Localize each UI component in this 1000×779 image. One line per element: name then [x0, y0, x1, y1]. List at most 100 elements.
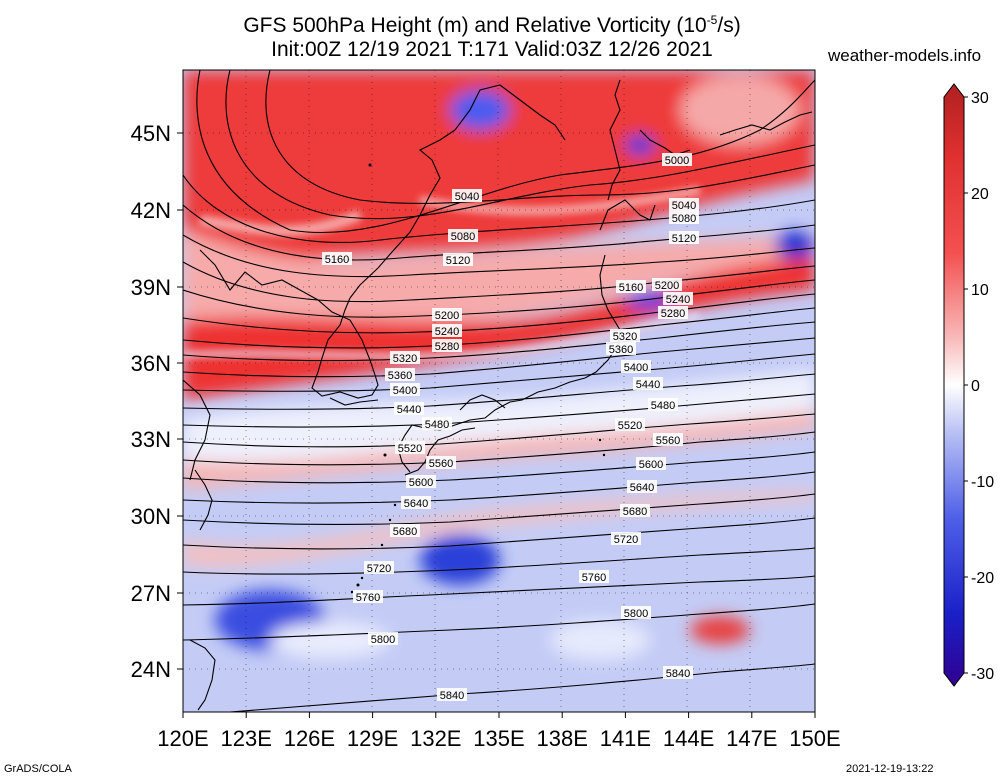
contour-label: 5480 — [422, 417, 452, 431]
contour-label-text: 5640 — [404, 498, 428, 510]
contour-label-text: 5360 — [388, 370, 412, 382]
contour-label-text: 5520 — [618, 420, 642, 432]
colorbar: 30 20 10 0 -10 -20 -30 — [943, 83, 994, 687]
x-tick-label: 129E — [347, 726, 398, 751]
contour-label-text: 5440 — [397, 404, 421, 416]
contour-label: 5040 — [452, 189, 482, 203]
y-tick-label: 39N — [131, 275, 171, 300]
contour-label-text: 5160 — [619, 282, 643, 294]
contour-label-text: 5800 — [624, 608, 648, 620]
contour-label: 5360 — [606, 342, 636, 356]
latitude-ticks: 45N 42N 39N 36N 33N 30N 27N 24N — [131, 121, 171, 682]
colorbar-tick-label: 10 — [971, 282, 989, 299]
contour-label-text: 5320 — [393, 353, 417, 365]
footer-right: 2021-12-19-13:22 — [846, 763, 934, 775]
x-tick-label: 135E — [473, 726, 524, 751]
contour-label: 5320 — [390, 351, 420, 365]
contour-label: 5080 — [448, 229, 478, 243]
contour-label: 5640 — [401, 496, 431, 510]
contour-label-text: 5040 — [455, 191, 479, 203]
contour-label: 5160 — [616, 280, 646, 294]
contour-label: 5280 — [432, 339, 462, 353]
contour-label-text: 5720 — [614, 534, 638, 546]
contour-label: 5600 — [636, 457, 666, 471]
contour-label-text: 5280 — [435, 341, 459, 353]
contour-label-text: 5600 — [409, 477, 433, 489]
contour-label: 5760 — [579, 570, 609, 584]
x-tick-label: 147E — [726, 726, 777, 751]
colorbar-tick-label: -30 — [971, 666, 994, 683]
contour-label: 5240 — [432, 324, 462, 338]
contour-label-text: 5320 — [613, 331, 637, 343]
contour-label-text: 5080 — [451, 231, 475, 243]
contour-label: 5840 — [437, 688, 467, 702]
contour-label: 5400 — [390, 383, 420, 397]
contour-label: 5120 — [669, 231, 699, 245]
y-tick-label: 42N — [131, 198, 171, 223]
contour-label: 5560 — [426, 456, 456, 470]
contour-labels: 5000504050405080508051205120516051605200… — [322, 153, 699, 702]
contour-label-text: 5680 — [623, 506, 647, 518]
contour-label: 5160 — [322, 252, 352, 266]
longitude-ticks: 120E 123E 126E 129E 132E 135E 138E 141E 144E 147E… — [157, 726, 840, 751]
y-tick-label: 36N — [131, 351, 171, 376]
footer-left: GrADS/COLA — [4, 763, 72, 775]
contour-label: 5200 — [432, 308, 462, 322]
contour-label-text: 5560 — [429, 458, 453, 470]
height-contours — [183, 70, 815, 712]
contour-label-text: 5160 — [325, 254, 349, 266]
contour-label-text: 5000 — [665, 155, 689, 167]
contour-label-text: 5600 — [639, 459, 663, 471]
contour-label: 5800 — [368, 632, 398, 646]
contour-label-text: 5360 — [609, 344, 633, 356]
x-tick-label: 123E — [221, 726, 272, 751]
contour-label: 5680 — [620, 504, 650, 518]
y-tick-label: 24N — [131, 657, 171, 682]
contour-label-text: 5480 — [651, 400, 675, 412]
x-tick-label: 126E — [284, 726, 335, 751]
map-title-line1: GFS 500hPa Height (m) and Relative Vorti… — [243, 13, 741, 37]
source-label: weather-models.info — [828, 46, 982, 65]
contour-label: 5520 — [395, 441, 425, 455]
colorbar-tick-label: -10 — [971, 474, 994, 491]
contour-label: 5080 — [669, 211, 699, 225]
contour-label: 5280 — [658, 306, 688, 320]
contour-label: 5520 — [615, 418, 645, 432]
x-tick-label: 132E — [410, 726, 461, 751]
contour-label-text: 5040 — [672, 200, 696, 212]
contour-label: 5120 — [443, 253, 473, 267]
x-tick-label: 138E — [537, 726, 588, 751]
contour-label-text: 5640 — [630, 482, 654, 494]
y-tick-label: 45N — [131, 121, 171, 146]
tick-marks — [177, 132, 816, 718]
contour-label: 5200 — [652, 278, 682, 292]
colorbar-gradient — [943, 83, 965, 687]
colorbar-tick-label: -20 — [971, 570, 994, 587]
colorbar-tick-label: 20 — [971, 186, 989, 203]
x-tick-label: 141E — [600, 726, 651, 751]
colorbar-tick-label: 30 — [971, 90, 989, 107]
contour-label: 5800 — [621, 606, 651, 620]
contour-label-text: 5720 — [367, 563, 391, 575]
contour-label-text: 5120 — [446, 255, 470, 267]
contour-label-text: 5240 — [666, 294, 690, 306]
contour-label-text: 5760 — [356, 592, 380, 604]
contour-label-text: 5520 — [398, 443, 422, 455]
contour-label-text: 5760 — [582, 572, 606, 584]
colorbar-tick-label: 0 — [971, 378, 980, 395]
contour-label: 5640 — [627, 480, 657, 494]
contour-label: 5480 — [648, 398, 678, 412]
contour-label-text: 5840 — [440, 690, 464, 702]
x-tick-label: 120E — [157, 726, 208, 751]
contour-label-text: 5240 — [435, 326, 459, 338]
y-tick-label: 30N — [131, 504, 171, 529]
contour-label-text: 5280 — [661, 308, 685, 320]
contour-label-text: 5400 — [393, 385, 417, 397]
contour-label: 5320 — [610, 329, 640, 343]
colorbar-ticks: 30 20 10 0 -10 -20 -30 — [964, 90, 994, 683]
contour-label-text: 5200 — [435, 310, 459, 322]
contour-label-text: 5800 — [371, 634, 395, 646]
contour-label: 5720 — [611, 532, 641, 546]
contour-label: 5560 — [653, 433, 683, 447]
contour-label: 5440 — [394, 402, 424, 416]
